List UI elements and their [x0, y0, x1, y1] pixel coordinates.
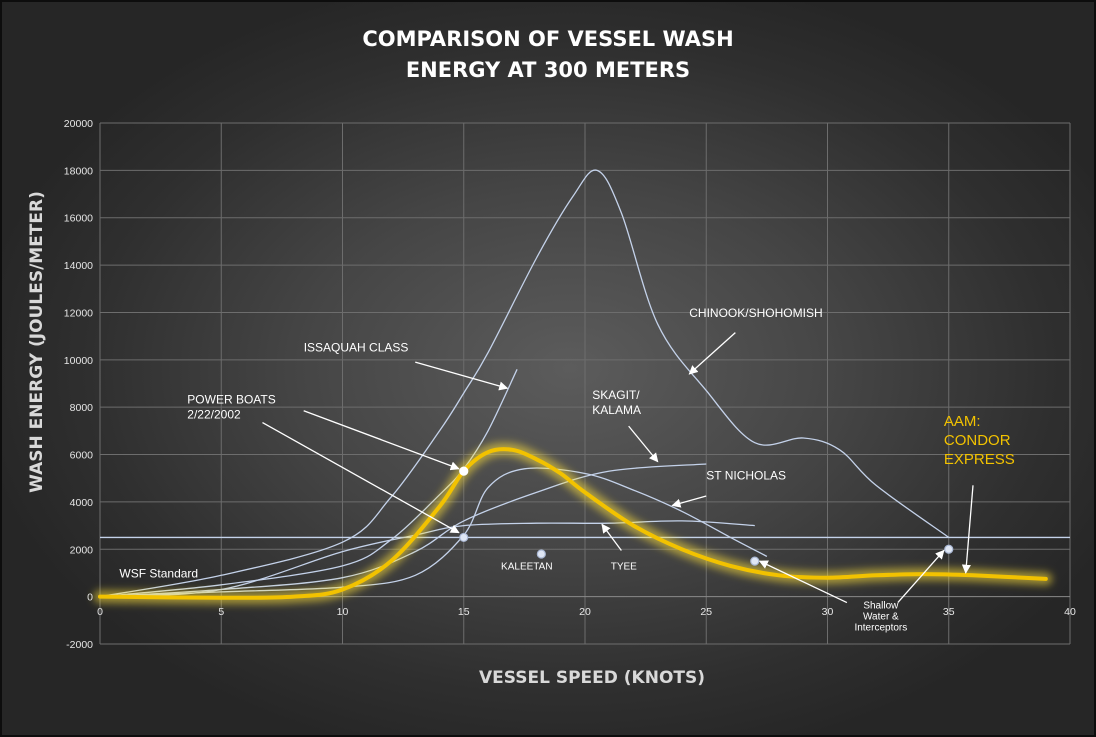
y-tick-label: 0 [87, 592, 93, 604]
annotation-shallow: Shallow [863, 600, 899, 611]
y-tick-label: 8000 [70, 402, 94, 414]
y-tick-label: 20000 [64, 118, 93, 130]
y-tick-label: 2000 [70, 544, 94, 556]
x-tick-label: 40 [1064, 606, 1076, 618]
annotation-arrow [961, 485, 974, 574]
annotation-kaleetan: KALEETAN [501, 561, 553, 572]
y-tick-label: 14000 [64, 260, 93, 272]
annotation-condor: CONDOR [944, 432, 1011, 449]
annotation-shallow: Water & [863, 611, 899, 622]
annotation-stnicholas: ST NICHOLAS [706, 468, 786, 482]
annotation-arrow [671, 495, 707, 508]
series-line-aam-condor-express [98, 447, 1048, 600]
y-axis-title: WASH ENERGY (JOULES/METER) [27, 191, 47, 493]
series-group [93, 169, 1053, 605]
y-tick-label: 12000 [64, 307, 93, 319]
x-tick-label: 15 [458, 606, 470, 618]
y-tick-label: 4000 [70, 497, 94, 509]
x-tick-label: 30 [822, 606, 834, 618]
x-tick-label: 0 [97, 606, 103, 618]
series-line-st-nicholas [99, 467, 768, 598]
annotation-arrow [415, 361, 509, 391]
x-tick-label: 25 [700, 606, 712, 618]
x-tick-label: 35 [943, 606, 955, 618]
annotation-wsf: WSF Standard [119, 567, 198, 581]
annotation-arrow [303, 410, 460, 471]
annotation-condor: EXPRESS [944, 451, 1015, 468]
series-line-chinook-shohomish [99, 169, 950, 598]
annotation-issaquah: ISSAQUAH CLASS [304, 341, 409, 355]
x-tick-label: 5 [218, 606, 224, 618]
annotation-powerboats: 2/22/2002 [187, 408, 241, 422]
data-point [750, 556, 760, 566]
annotation-arrow [897, 549, 945, 603]
series-line-issaquah-class [99, 369, 518, 598]
annotation-arrow [628, 425, 659, 463]
chart-title-line-2: ENERGY AT 300 METERS [406, 58, 690, 82]
y-tick-label: -2000 [66, 639, 93, 651]
gridlines [99, 122, 1071, 645]
annotation-arrow [688, 332, 736, 375]
y-tick-label: 6000 [70, 450, 94, 462]
data-point [459, 466, 469, 476]
chart-title-line-1: COMPARISON OF VESSEL WASH [362, 27, 733, 51]
annotation-arrow [758, 560, 848, 604]
x-axis-title: VESSEL SPEED (KNOTS) [479, 668, 705, 688]
y-tick-label: 18000 [64, 165, 93, 177]
data-point [944, 544, 954, 554]
annotation-skagit: SKAGIT/ [592, 388, 640, 402]
data-point [459, 532, 469, 543]
x-tick-label: 20 [579, 606, 591, 618]
points-group [459, 466, 954, 566]
annotation-arrow [262, 422, 460, 534]
annotation-skagit: KALAMA [592, 403, 641, 417]
x-tick-label: 10 [337, 606, 349, 618]
tick-labels: 0 5 10 15 20 25 30 35 40 -2000 0 2000 4000 6000 8000 10… [64, 118, 1076, 651]
y-tick-label: 16000 [64, 213, 93, 225]
annotation-condor: AAM: [944, 413, 981, 430]
annotation-tyee: TYEE [611, 561, 637, 572]
annotation-powerboats: POWER BOATS [187, 393, 275, 407]
y-tick-label: 10000 [64, 355, 93, 367]
annotation-shallow: Interceptors [854, 622, 907, 633]
annotations: WSF Standard CHINOOK/SHOHOMISH ISSAQUAH CL… [119, 306, 1014, 633]
annotation-arrow [601, 523, 622, 551]
annotation-chinook: CHINOOK/SHOHOMISH [689, 306, 822, 320]
data-point [536, 549, 546, 559]
